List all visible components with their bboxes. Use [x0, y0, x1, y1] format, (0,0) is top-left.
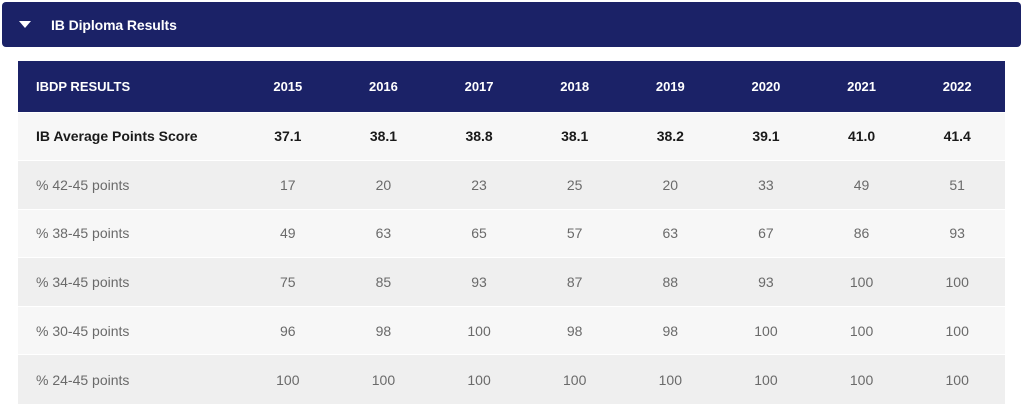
row-label: % 38-45 points: [18, 208, 240, 258]
table-cell: 38.1: [526, 111, 623, 161]
table-cell: 96: [240, 305, 336, 355]
table-row: % 24-45 points 100 100 100 100 100 100 1…: [18, 354, 1005, 404]
table-cell: 41.0: [813, 111, 910, 161]
table-cell: 20: [622, 160, 719, 210]
table-cell: 33: [718, 160, 814, 210]
table-cell: 98: [526, 305, 623, 355]
caret-down-icon[interactable]: [19, 21, 31, 28]
row-label: % 24-45 points: [18, 354, 240, 404]
table-row: IB Average Points Score 37.1 38.1 38.8 3…: [18, 111, 1005, 161]
table-cell: 49: [813, 160, 910, 210]
table-cell: 25: [526, 160, 623, 210]
table-cell: 100: [909, 257, 1005, 307]
row-label: % 30-45 points: [18, 305, 240, 355]
accordion-header-ib-diploma-results[interactable]: IB Diploma Results: [2, 2, 1021, 47]
table-cell: 100: [813, 354, 910, 404]
table-cell: 100: [718, 354, 814, 404]
table-row: % 30-45 points 96 98 100 98 98 100 100 1…: [18, 305, 1005, 355]
accordion-title: IB Diploma Results: [51, 16, 177, 33]
column-header: 2021: [847, 78, 877, 94]
table-row: % 34-45 points 75 85 93 87 88 93 100 100: [18, 257, 1005, 307]
table-cell: 100: [718, 305, 814, 355]
table-cell: 93: [718, 257, 814, 307]
ibdp-results-table: IBDP RESULTS 2015 2016 2017 2018 2019 20…: [18, 61, 1005, 404]
table-cell: 51: [909, 160, 1005, 210]
table-cell: 100: [813, 257, 910, 307]
table-cell: 17: [240, 160, 336, 210]
column-header: 2015: [273, 78, 303, 94]
table-cell: 100: [431, 354, 527, 404]
table-cell: 63: [335, 208, 432, 258]
table-cell: 88: [622, 257, 719, 307]
column-header: 2017: [464, 78, 494, 94]
row-label: IB Average Points Score: [18, 111, 240, 161]
table-cell: 75: [240, 257, 336, 307]
row-label: % 34-45 points: [18, 257, 240, 307]
table-cell: 93: [909, 208, 1005, 258]
table-cell: 100: [622, 354, 719, 404]
table-cell: 38.1: [335, 111, 432, 161]
table-cell: 57: [526, 208, 623, 258]
table-cell: 23: [431, 160, 527, 210]
table-cell: 87: [526, 257, 623, 307]
table-cell: 20: [335, 160, 432, 210]
column-header: 2022: [942, 78, 972, 94]
table-cell: 98: [622, 305, 719, 355]
table-cell: 100: [813, 305, 910, 355]
table-cell: 100: [526, 354, 623, 404]
table-header-row: IBDP RESULTS 2015 2016 2017 2018 2019 20…: [18, 61, 1005, 112]
table-cell: 100: [909, 305, 1005, 355]
column-header: 2020: [751, 78, 781, 94]
column-header: 2016: [368, 78, 398, 94]
table-cell: 49: [240, 208, 336, 258]
table-cell: 86: [813, 208, 910, 258]
table-cell: 100: [240, 354, 336, 404]
table-cell: 100: [909, 354, 1005, 404]
table-cell: 85: [335, 257, 432, 307]
column-header: 2019: [655, 78, 685, 94]
table-cell: 38.8: [431, 111, 527, 161]
table-cell: 100: [335, 354, 432, 404]
column-header: 2018: [560, 78, 590, 94]
row-label: % 42-45 points: [18, 160, 240, 210]
column-header: IBDP RESULTS: [36, 78, 131, 94]
table-cell: 67: [718, 208, 814, 258]
table-row: % 42-45 points 17 20 23 25 20 33 49 51: [18, 160, 1005, 210]
table-cell: 37.1: [240, 111, 336, 161]
table-cell: 65: [431, 208, 527, 258]
table-cell: 38.2: [622, 111, 719, 161]
table-cell: 100: [431, 305, 527, 355]
table-cell: 39.1: [718, 111, 814, 161]
table-cell: 98: [335, 305, 432, 355]
table-cell: 63: [622, 208, 719, 258]
table-row: % 38-45 points 49 63 65 57 63 67 86 93: [18, 208, 1005, 258]
table-cell: 41.4: [909, 111, 1005, 161]
table-cell: 93: [431, 257, 527, 307]
